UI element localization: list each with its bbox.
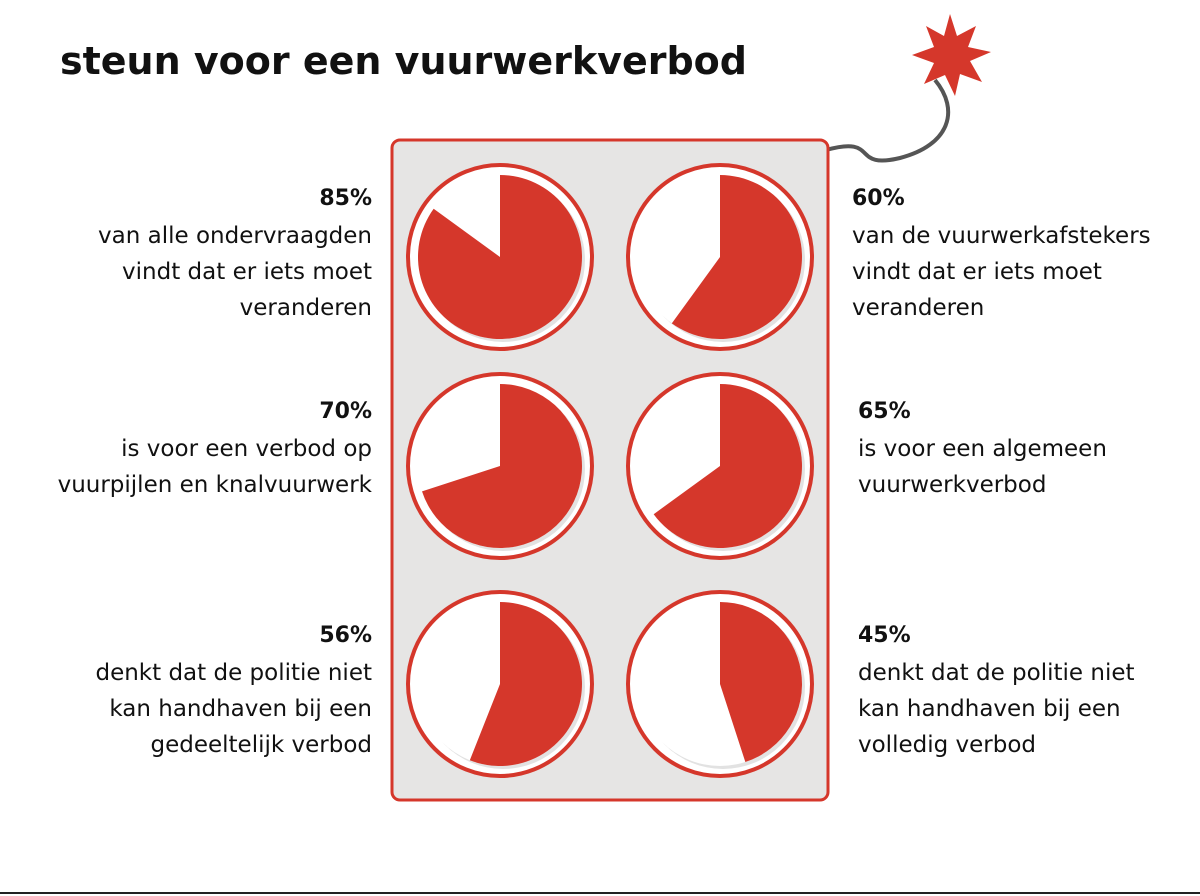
percentage-label: 60%	[852, 186, 905, 211]
percentage-label: 56%	[319, 623, 372, 648]
description-line: vindt dat er iets moet	[122, 259, 372, 285]
pie-slice	[422, 384, 582, 548]
percentage-label: 65%	[858, 399, 911, 424]
title: steun voor een vuurwerkverbod	[60, 39, 747, 83]
description-line: is voor een algemeen	[858, 436, 1107, 462]
pie-slice	[720, 602, 802, 762]
description-line: vuurwerkverbod	[858, 472, 1046, 498]
percentage-label: 85%	[319, 186, 372, 211]
description-line: gedeeltelijk verbod	[151, 732, 373, 758]
description-line: veranderen	[852, 295, 984, 321]
description-line: vindt dat er iets moet	[852, 259, 1102, 285]
description-line: volledig verbod	[858, 732, 1036, 758]
percentage-label: 45%	[858, 623, 911, 648]
pie-slice	[469, 602, 582, 766]
description-line: denkt dat de politie niet	[95, 660, 372, 686]
description-line: kan handhaven bij een	[858, 696, 1121, 722]
pie-slice	[418, 175, 582, 340]
description-line: denkt dat de politie niet	[858, 660, 1135, 686]
description-line: van alle ondervraagden	[98, 223, 372, 249]
percentage-label: 70%	[319, 399, 372, 424]
pie-slice	[653, 384, 802, 548]
pie-slice	[671, 175, 802, 339]
spark	[912, 14, 991, 96]
description-line: vuurpijlen en knalvuurwerk	[58, 472, 373, 498]
description-line: is voor een verbod op	[121, 436, 372, 462]
description-line: kan handhaven bij een	[109, 696, 372, 722]
description-line: van de vuurwerkafstekers	[852, 223, 1151, 249]
fuse	[825, 78, 951, 163]
description-line: veranderen	[240, 295, 372, 321]
